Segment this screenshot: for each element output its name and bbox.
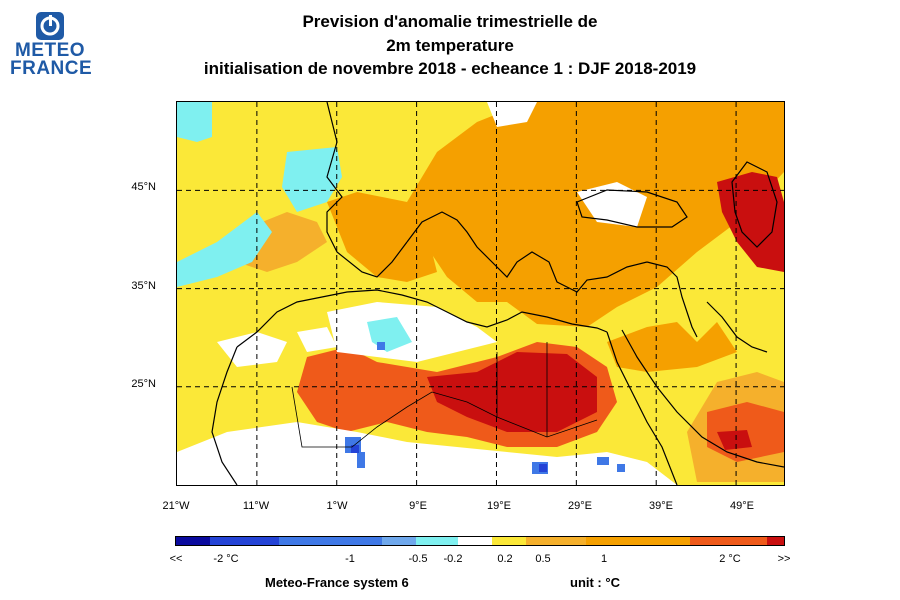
lat-label-45n: 45°N xyxy=(131,181,156,193)
colorbar-label-max: >> xyxy=(777,553,791,565)
model-system-label: Meteo-France system 6 xyxy=(265,575,409,590)
colorbar-label-05: 0.5 xyxy=(535,553,551,565)
colorbar-segment xyxy=(210,537,280,545)
colorbar-label-minus1: -1 xyxy=(345,553,355,565)
lon-label-29e: 29°E xyxy=(568,500,592,512)
colorbar-segment xyxy=(586,537,690,545)
chart-title-line2: 2m temperature xyxy=(386,36,514,55)
colorbar-label-02: 0.2 xyxy=(497,553,513,565)
logo-text-line2: FRANCE xyxy=(10,58,93,79)
colorbar-segment xyxy=(492,537,527,545)
lon-label-49e: 49°E xyxy=(730,500,754,512)
lon-label-1w: 1°W xyxy=(326,500,348,512)
anomaly-cyan-regions xyxy=(177,102,412,352)
colorbar-label-min: << xyxy=(169,553,183,565)
colorbar-segment xyxy=(382,537,417,545)
lat-label-25n: 25°N xyxy=(131,378,156,390)
colorbar-segment xyxy=(526,537,587,545)
chart-title-line1: Prevision d'anomalie trimestrielle de xyxy=(302,12,598,31)
colorbar-label-1: 1 xyxy=(600,553,608,565)
chart-title-line3: initialisation de novembre 2018 - echean… xyxy=(203,59,697,78)
anomaly-map-svg xyxy=(177,102,784,485)
coastlines xyxy=(211,102,784,485)
lon-label-21w: 21°W xyxy=(162,500,190,512)
colorbar-segment xyxy=(176,537,211,545)
anomaly-dark-red-regions xyxy=(427,172,784,450)
colorbar-segment xyxy=(457,537,492,545)
country-borders xyxy=(291,342,598,448)
anomaly-dark-blue-regions xyxy=(351,445,547,472)
unit-label: unit : °C xyxy=(570,575,620,590)
colorbar-label-minus05: -0.5 xyxy=(408,553,428,565)
lon-label-9e: 9°E xyxy=(409,500,427,512)
colorbar-label-minus2: -2 °C xyxy=(213,553,239,565)
grid-lines xyxy=(177,102,784,485)
colorbar-label-2: 2 °C xyxy=(719,553,741,565)
lat-label-35n: 35°N xyxy=(131,280,156,292)
meteo-france-logo: METEO FRANCE xyxy=(10,8,93,88)
logo-text-line1: METEO xyxy=(14,40,86,61)
lon-label-39e: 39°E xyxy=(649,500,673,512)
colorbar-label-minus02: -0.2 xyxy=(443,553,463,565)
colorbar-segment xyxy=(766,537,784,545)
colorbar-segment xyxy=(279,537,383,545)
anomaly-white-regions xyxy=(177,102,677,485)
lon-label-11w: 11°W xyxy=(242,500,270,512)
anomaly-map xyxy=(176,101,785,486)
colorbar-segment xyxy=(416,537,458,545)
lon-label-19e: 19°E xyxy=(487,500,511,512)
logo-emblem-icon xyxy=(36,12,64,40)
colorbar-segment xyxy=(689,537,767,545)
legend-colorbar xyxy=(175,536,785,546)
